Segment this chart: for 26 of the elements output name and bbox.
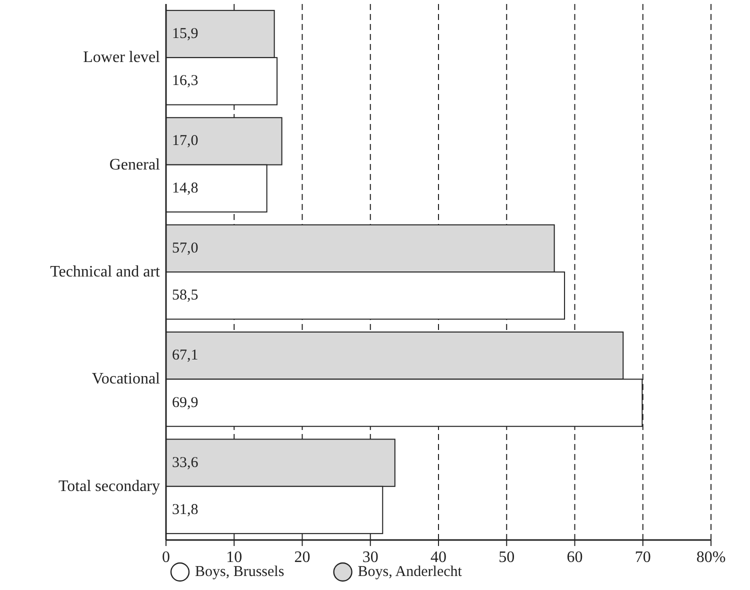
data-label: 69,9 xyxy=(172,394,198,411)
x-tick-label: 30 xyxy=(362,549,378,566)
y-tick-label: Lower level xyxy=(83,49,161,66)
y-tick-label: Total secondary xyxy=(58,478,160,495)
x-tick-label: 60 xyxy=(566,549,583,566)
legend-label: Boys, Anderlecht xyxy=(358,564,463,580)
x-tick-label: 70 xyxy=(634,549,651,566)
data-label: 16,3 xyxy=(172,73,198,90)
data-label: 17,0 xyxy=(172,133,198,150)
x-tick-label: 0 xyxy=(162,549,170,566)
y-tick-label: Vocational xyxy=(92,370,161,388)
y-tick-label: Technical and art xyxy=(50,264,161,280)
x-tick-label: 80% xyxy=(696,549,726,566)
data-label: 58,5 xyxy=(172,288,198,304)
x-tick-label: 20 xyxy=(294,549,310,566)
x-tick-label: 40 xyxy=(430,549,446,566)
y-tick-label: General xyxy=(109,156,161,174)
data-label: 14,8 xyxy=(172,180,198,196)
x-tick-label: 10 xyxy=(226,549,242,566)
data-label: 31,8 xyxy=(172,502,198,518)
data-label: 57,0 xyxy=(172,240,198,256)
data-label: 15,9 xyxy=(172,26,198,42)
x-tick-label: 50 xyxy=(498,549,515,566)
legend-label: Boys, Brussels xyxy=(195,564,284,580)
data-label: 33,6 xyxy=(172,454,199,471)
data-label: 67,1 xyxy=(172,348,198,364)
